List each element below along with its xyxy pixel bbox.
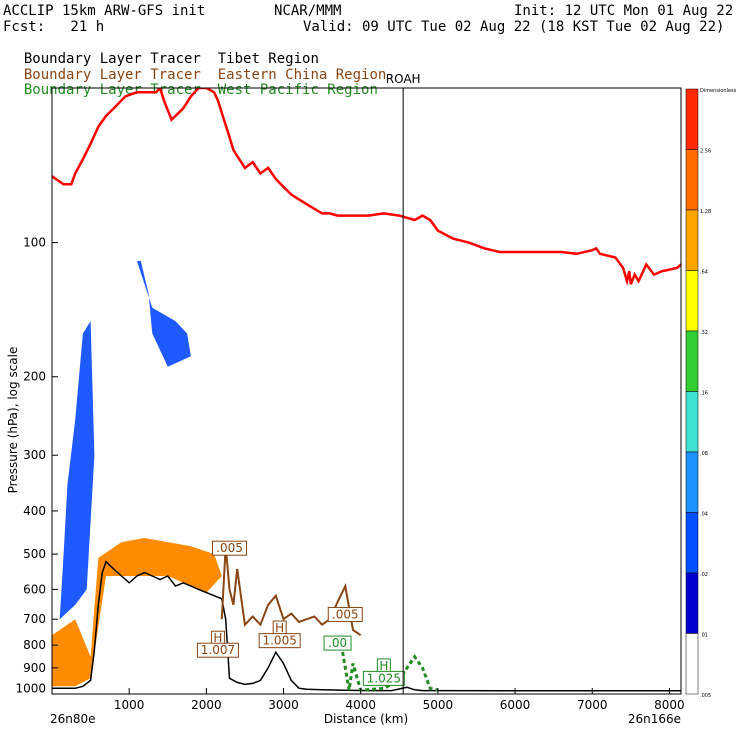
- x-tick-label: 5000: [423, 698, 454, 712]
- colorbar-label: .16: [700, 391, 708, 397]
- y-tick-label: 200: [23, 370, 46, 384]
- colorbar-swatch: [685, 512, 699, 574]
- y-tick-label: 800: [23, 638, 46, 652]
- y-tick-label: 300: [23, 448, 46, 462]
- colorbar-swatch: [685, 88, 699, 150]
- legend-eastern-china-prefix: Boundary Layer Tracer: [23, 67, 201, 83]
- annotation-label: H: [275, 621, 284, 635]
- colorbar-swatch: [685, 209, 699, 271]
- y-tick-label: 100: [23, 236, 46, 250]
- legend-eastern-china-region: Eastern China Region: [217, 67, 387, 83]
- org-label: NCAR/MMM: [274, 3, 342, 19]
- x-axis-label: Distance (km): [324, 712, 408, 726]
- annotation-box: [212, 540, 248, 556]
- y-tick-label: 400: [23, 504, 46, 518]
- annotation-label: H: [379, 659, 388, 673]
- annotation-box: [323, 635, 352, 651]
- colorbar-label: .01: [700, 633, 708, 639]
- colorbar-swatch: [685, 391, 699, 453]
- y-axis: 100 200 300 400 500 600 700 800 900 1000: [15, 236, 58, 695]
- valid-time: Valid: 09 UTC Tue 02 Aug 22 (18 KST Tue …: [303, 19, 725, 35]
- x-tick-label: 8000: [654, 698, 685, 712]
- colorbar-swatch: [685, 270, 699, 332]
- annotation-label: 1.025: [367, 671, 401, 685]
- y-tick-label: 500: [23, 547, 46, 561]
- colorbar-swatch: [685, 149, 699, 211]
- colorbar: Dimensionless 2.56 1.28 .64 .32 .16 .08 .04 .02.…: [685, 88, 737, 699]
- x-start-label: 26n80e: [50, 712, 96, 726]
- colorbar-label: .08: [700, 451, 708, 457]
- colorbar-swatch: [685, 572, 699, 634]
- colorbar-label: .64: [700, 270, 708, 276]
- x-tick-label: 4000: [345, 698, 376, 712]
- colorbar-label: .32: [700, 330, 708, 336]
- legend-west-pacific-region: West Pacific Region: [217, 82, 378, 98]
- colorbar-swatch: [685, 451, 699, 513]
- x-tick-label: 7000: [577, 698, 608, 712]
- colorbar-swatch: [685, 633, 699, 695]
- annotation-label: 1.005: [262, 634, 296, 648]
- roah-label: ROAH: [386, 72, 421, 86]
- colorbar-label: 2.56: [700, 149, 711, 155]
- x-end-label: 26n166e: [628, 712, 681, 726]
- legend-line-eastern-china: Boundary Layer Tracer Eastern China Regi…: [7, 51, 386, 83]
- annotation-box: [258, 633, 301, 649]
- annotation-label: .005: [216, 541, 243, 555]
- roah-marker: ROAH: [386, 72, 421, 694]
- tracer-blob-1: [52, 321, 95, 646]
- annotation-label: 1.007: [201, 643, 235, 657]
- y-tick-label: 1000: [15, 681, 46, 695]
- colorbar-label: .02: [700, 572, 708, 578]
- annotation-box: [327, 606, 363, 622]
- colorbar-swatch: [685, 330, 699, 392]
- annotation-label: .00: [328, 636, 347, 650]
- colorbar-label: 1.28: [700, 209, 711, 215]
- colorbar-label: Dimensionless: [700, 88, 737, 94]
- colorbar-label: .005: [700, 693, 711, 699]
- x-tick-label: 1000: [114, 698, 145, 712]
- init-time: Init: 12 UTC Mon 01 Aug 22: [514, 3, 734, 19]
- annotation-box: [196, 642, 239, 658]
- legend-tibet-prefix: Boundary Layer Tracer: [23, 51, 201, 67]
- tracer-shading: [52, 261, 222, 687]
- annotation-box: [362, 670, 405, 686]
- x-axis: 1000 2000 3000 4000 5000 6000 7000 8000: [114, 688, 685, 712]
- colorbar-label: .04: [700, 512, 708, 518]
- y-tick-label: 700: [23, 612, 46, 626]
- forecast-hour: Fcst: 21 h: [3, 19, 105, 35]
- west-pacific-contour-1: [339, 644, 439, 692]
- x-tick-label: 6000: [500, 698, 531, 712]
- legend-line-tibet: Boundary Layer Tracer Tibet Region: [7, 35, 319, 67]
- plot-frame: [51, 87, 682, 695]
- contour-lines: [52, 88, 681, 692]
- y-axis-label: Pressure (hPa), log scale: [6, 347, 20, 494]
- annotation-label: .005: [332, 607, 359, 621]
- x-tick-label: 3000: [268, 698, 299, 712]
- y-tick-label: 900: [23, 661, 46, 675]
- tracer-blob-2: [136, 261, 191, 367]
- x-tick-label: 2000: [191, 698, 222, 712]
- model-title: ACCLIP 15km ARW-GFS init: [3, 3, 206, 19]
- legend-tibet-region: Tibet Region: [217, 51, 319, 67]
- y-tick-label: 600: [23, 582, 46, 596]
- annotation-label: H: [213, 631, 222, 645]
- tropopause-line: [52, 88, 681, 286]
